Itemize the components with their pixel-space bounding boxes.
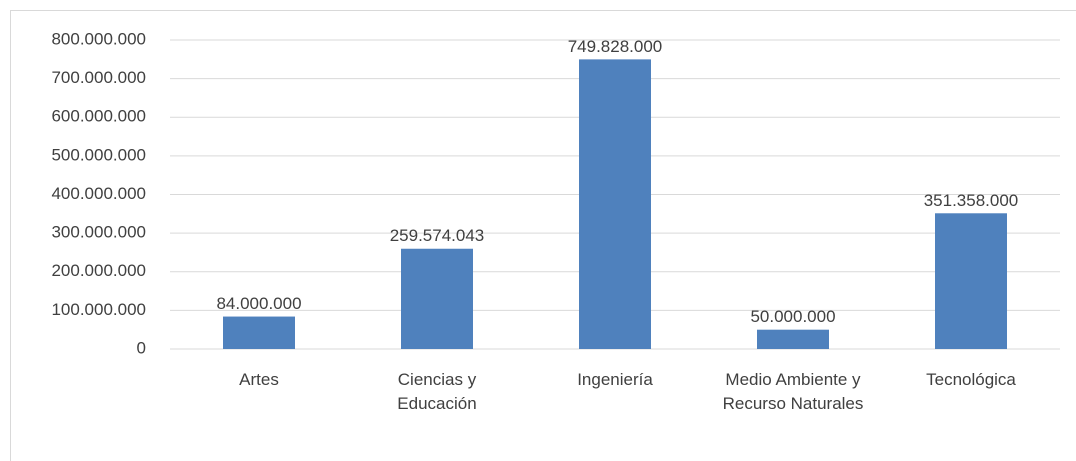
- y-tick-label: 400.000.000: [51, 184, 146, 203]
- y-tick-label: 600.000.000: [51, 107, 146, 126]
- value-label: 50.000.000: [750, 307, 835, 326]
- bar: [223, 316, 295, 349]
- bar: [401, 248, 473, 349]
- y-tick-label: 200.000.000: [51, 261, 146, 280]
- x-tick-label: Ingeniería: [577, 370, 653, 389]
- bar: [757, 329, 829, 349]
- x-tick-label: Artes: [239, 370, 279, 389]
- bar: [579, 59, 651, 349]
- value-label: 351.358.000: [924, 191, 1019, 210]
- x-tick-label: Medio Ambiente y Recurso Naturales: [722, 370, 864, 413]
- y-tick-label: 700.000.000: [51, 68, 146, 87]
- y-tick-label: 300.000.000: [51, 223, 146, 242]
- x-tick-label: Ciencias y Educación: [397, 370, 477, 413]
- value-label: 749.828.000: [568, 37, 663, 56]
- y-tick-label: 0: [137, 338, 146, 357]
- y-tick-label: 100.000.000: [51, 300, 146, 319]
- y-tick-label: 800.000.000: [51, 29, 146, 48]
- value-label: 84.000.000: [216, 294, 301, 313]
- chart-border: [10, 10, 1076, 461]
- value-label: 259.574.043: [390, 226, 485, 245]
- y-tick-label: 500.000.000: [51, 145, 146, 164]
- bar: [935, 213, 1007, 349]
- x-tick-label: Tecnológica: [926, 370, 1016, 389]
